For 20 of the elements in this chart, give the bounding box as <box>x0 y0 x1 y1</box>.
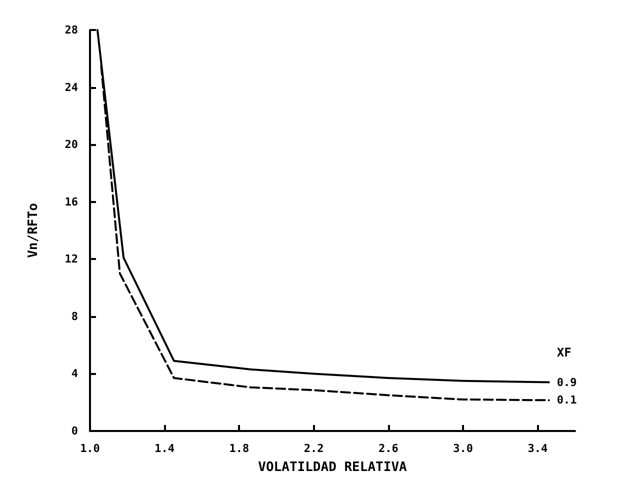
x-tick-label: 1.8 <box>229 442 250 455</box>
series-label: 0.9 <box>556 376 577 389</box>
y-tick-label: 28 <box>64 24 78 36</box>
legend-title: XF <box>556 345 572 360</box>
series-label: 0.1 <box>556 394 578 407</box>
y-tick-label: 16 <box>64 195 78 208</box>
y-tick-label: 0 <box>71 424 78 438</box>
x-tick-label: 3.4 <box>528 442 548 455</box>
x-tick-label: 2.2 <box>304 442 324 455</box>
y-axis-title: Vn/RFTo <box>26 202 41 258</box>
y-tick-label: 24 <box>64 80 78 94</box>
x-tick-label: 3.0 <box>453 442 474 455</box>
x-axis-title: VOLATILDAD RELATIVA <box>258 460 408 475</box>
y-tick-label: 4 <box>71 367 78 380</box>
y-tick-label: 20 <box>64 138 78 152</box>
x-tick-label: 1.0 <box>80 442 100 455</box>
y-tick-label: 12 <box>64 252 78 266</box>
y-tick-label: 8 <box>71 310 78 323</box>
x-tick-label: 1.4 <box>154 442 175 455</box>
x-tick-label: 2.6 <box>378 442 399 455</box>
